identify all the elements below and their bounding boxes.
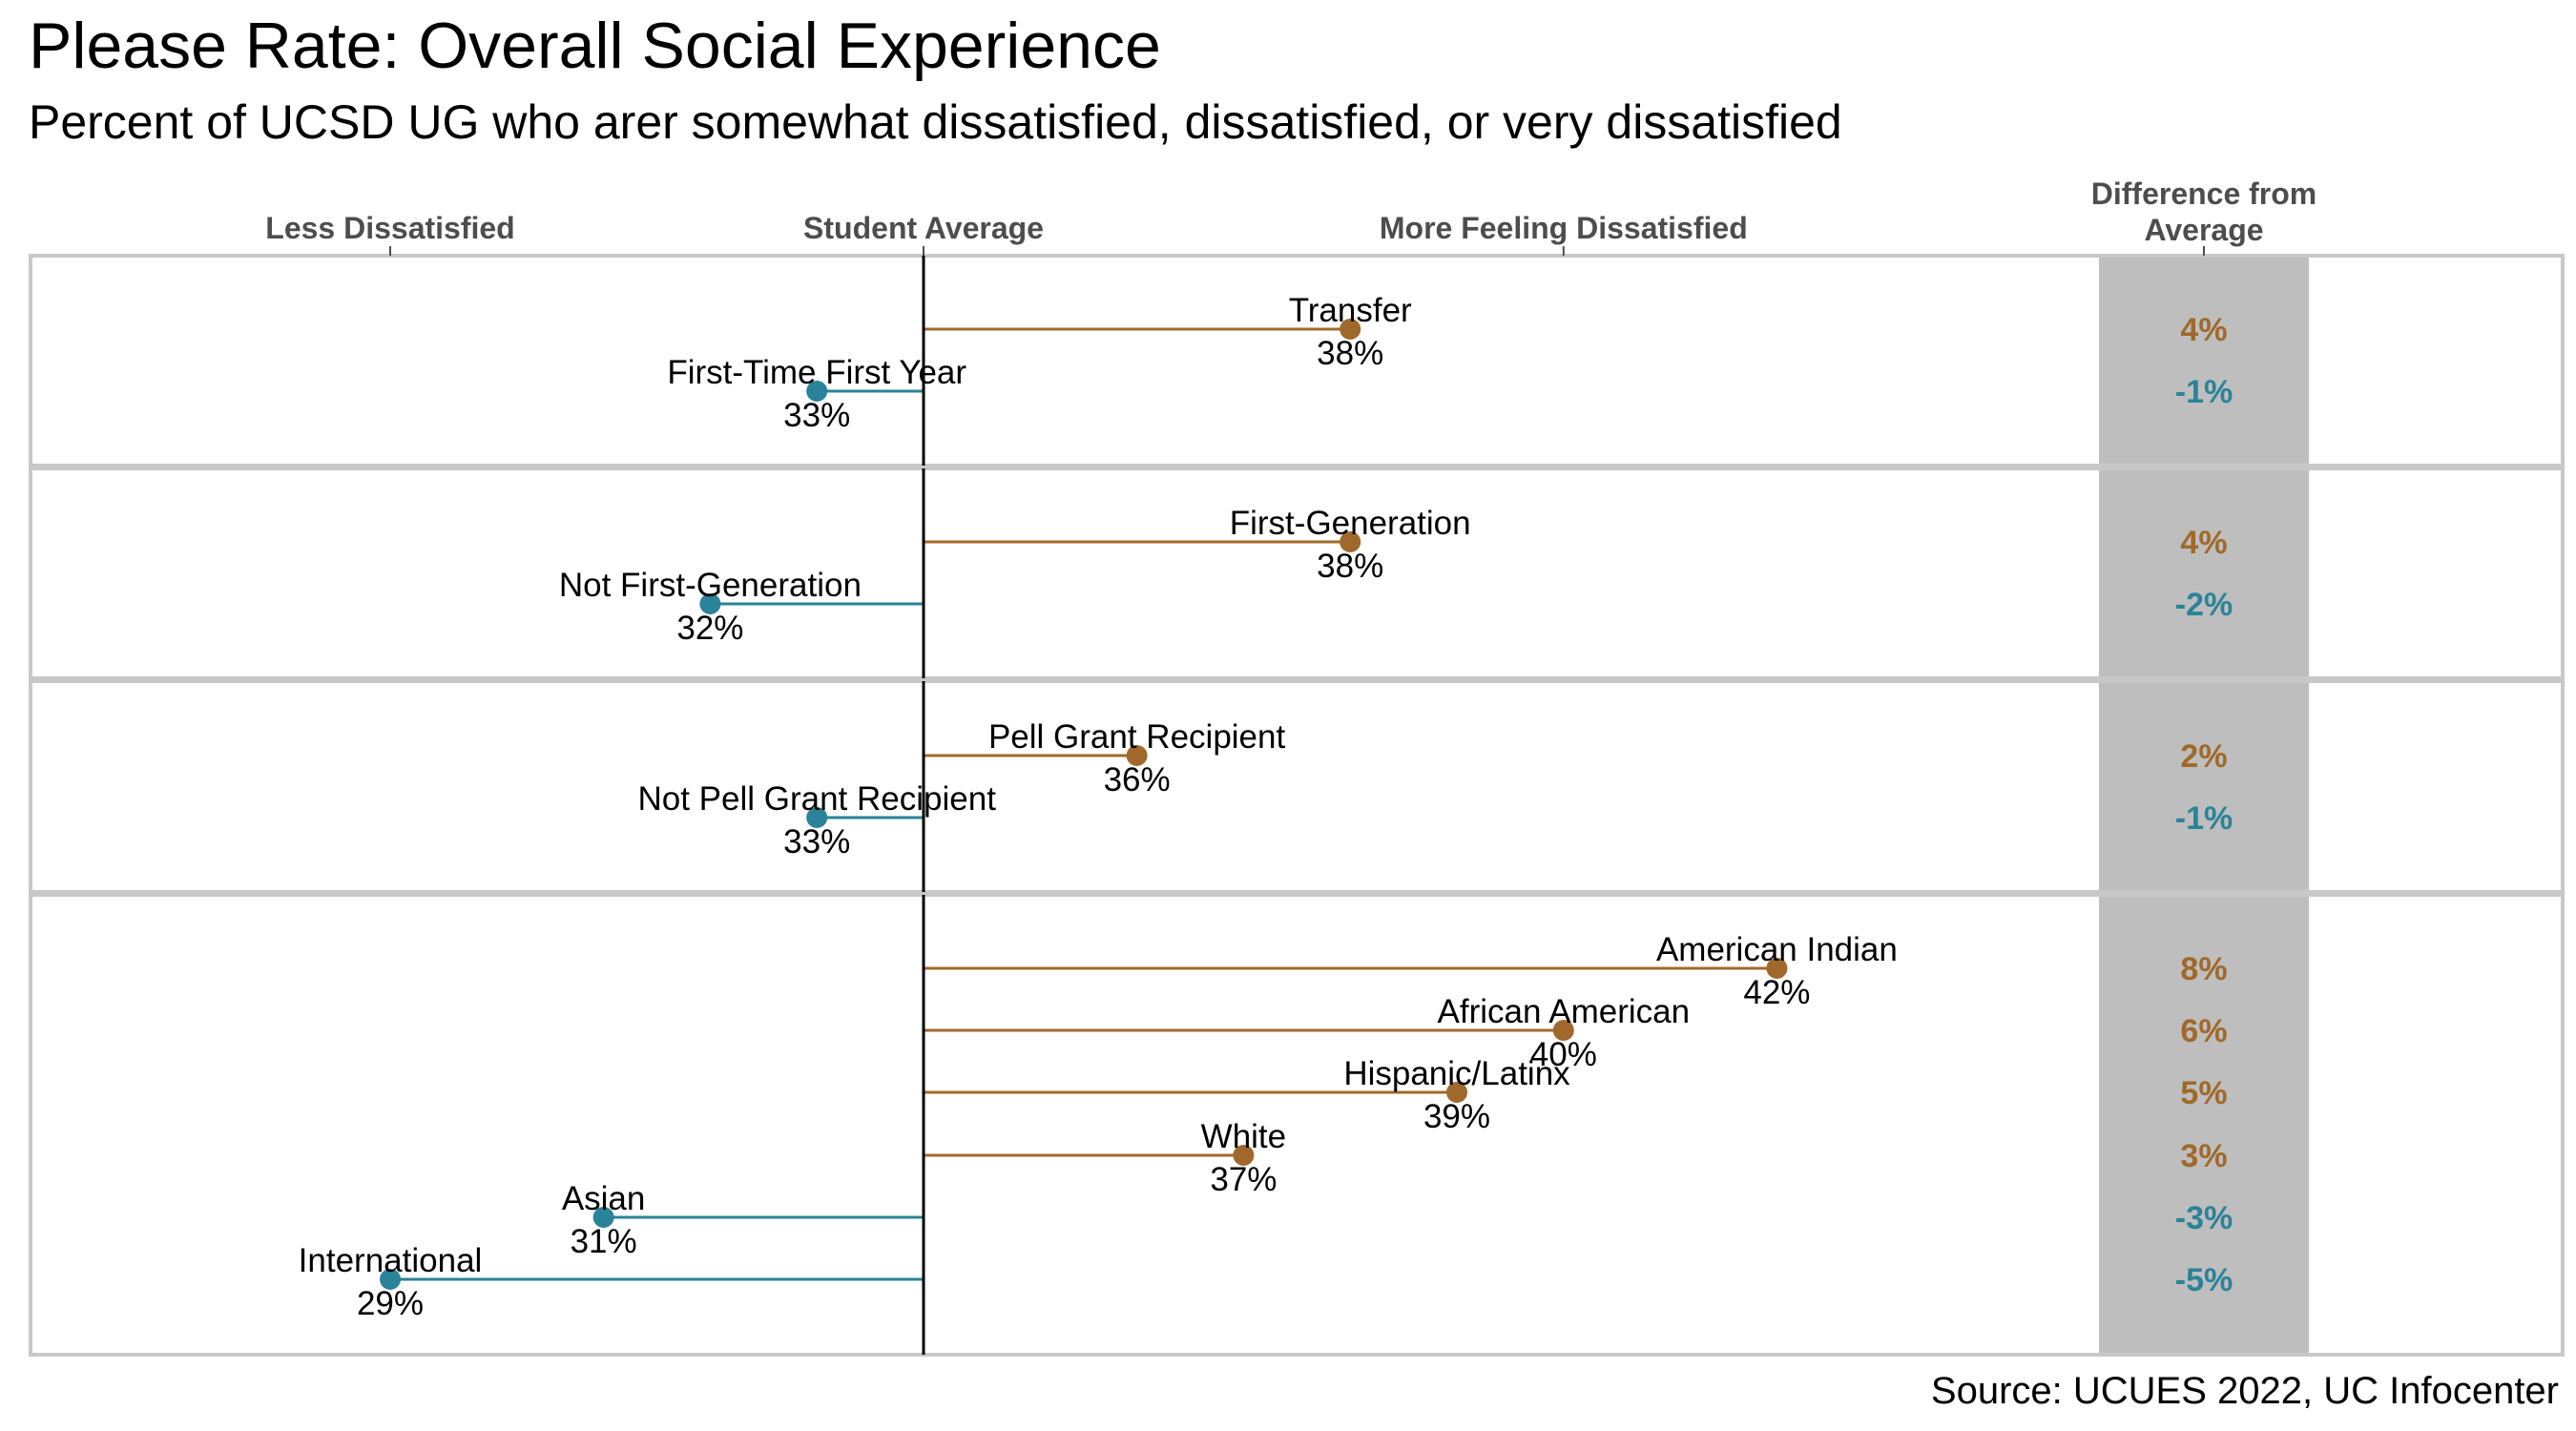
- point-value-label: 38%: [1317, 335, 1383, 372]
- lollipop-dot: [806, 381, 828, 402]
- lollipop-dot: [1126, 745, 1148, 766]
- point-name-label: Hispanic/Latinx: [1343, 1055, 1570, 1092]
- axis-header-label: Student Average: [803, 211, 1044, 245]
- lollipop-dot: [1766, 958, 1788, 979]
- point-name-label: Transfer: [1289, 292, 1412, 329]
- point-name-label: Asian: [562, 1180, 646, 1217]
- point-name-label: First-Generation: [1230, 505, 1471, 542]
- lollipop-dot: [592, 1207, 614, 1228]
- source-note: Source: UCUES 2022, UC Infocenter: [1930, 1370, 2559, 1412]
- chart-title: Please Rate: Overall Social Experience: [29, 10, 1161, 82]
- point-value-label: 29%: [357, 1285, 424, 1322]
- chart-subtitle: Percent of UCSD UG who arer somewhat dis…: [29, 95, 1842, 149]
- lollipop-dot: [699, 593, 721, 614]
- panel-frame-2: [29, 679, 2565, 894]
- diff-band-2: [2099, 681, 2309, 892]
- lollipop-dot: [1233, 1145, 1255, 1166]
- lollipop-dot: [380, 1269, 401, 1290]
- axis-header-label: Less Dissatisfied: [265, 211, 514, 245]
- lollipop-dot: [1552, 1020, 1574, 1041]
- point-name-label: First-Time First Year: [667, 354, 966, 391]
- panel-frame-0: [29, 254, 2565, 467]
- point-value-label: 33%: [783, 823, 850, 861]
- point-value-label: 32%: [676, 610, 743, 647]
- diff-value: 2%: [2180, 738, 2227, 775]
- diff-value: 3%: [2180, 1138, 2227, 1174]
- diff-band-1: [2099, 468, 2309, 678]
- point-value-label: 40%: [1530, 1036, 1597, 1073]
- diff-band-3: [2099, 895, 2309, 1355]
- axis-header-label: More Feeling Dissatisfied: [1380, 211, 1748, 245]
- panel-frame-1: [29, 467, 2565, 680]
- diff-value: 6%: [2180, 1013, 2227, 1049]
- lollipop-dot: [806, 807, 828, 828]
- diff-value: 5%: [2180, 1075, 2227, 1111]
- lollipop-dot: [1340, 319, 1361, 340]
- point-value-label: 31%: [571, 1223, 637, 1260]
- point-value-label: 37%: [1210, 1161, 1277, 1198]
- point-name-label: American Indian: [1656, 931, 1898, 968]
- diff-value: 4%: [2180, 312, 2227, 348]
- lollipop-dot: [1340, 531, 1361, 552]
- diff-value: -2%: [2175, 587, 2233, 623]
- point-name-label: White: [1201, 1118, 1286, 1155]
- panel-frame-3: [29, 893, 2565, 1357]
- point-name-label: International: [299, 1242, 483, 1279]
- diff-value: 8%: [2180, 951, 2227, 987]
- point-value-label: 38%: [1317, 548, 1383, 585]
- point-name-label: Not First-Generation: [559, 567, 862, 604]
- point-value-label: 36%: [1104, 761, 1171, 798]
- diff-value: -5%: [2175, 1262, 2233, 1298]
- point-name-label: Not Pell Grant Recipient: [637, 780, 996, 818]
- point-value-label: 33%: [783, 397, 850, 434]
- diff-value: -1%: [2175, 800, 2233, 837]
- diff-band-0: [2099, 256, 2309, 466]
- diff-value: 4%: [2180, 525, 2227, 561]
- diff-value: -3%: [2175, 1200, 2233, 1236]
- diff-header: Difference from Average: [2091, 176, 2317, 247]
- point-value-label: 39%: [1423, 1098, 1490, 1135]
- lollipop-dot: [1446, 1082, 1467, 1103]
- point-value-label: 42%: [1743, 974, 1810, 1011]
- point-name-label: African American: [1438, 993, 1691, 1030]
- point-name-label: Pell Grant Recipient: [988, 718, 1286, 756]
- diff-value: -1%: [2175, 374, 2233, 410]
